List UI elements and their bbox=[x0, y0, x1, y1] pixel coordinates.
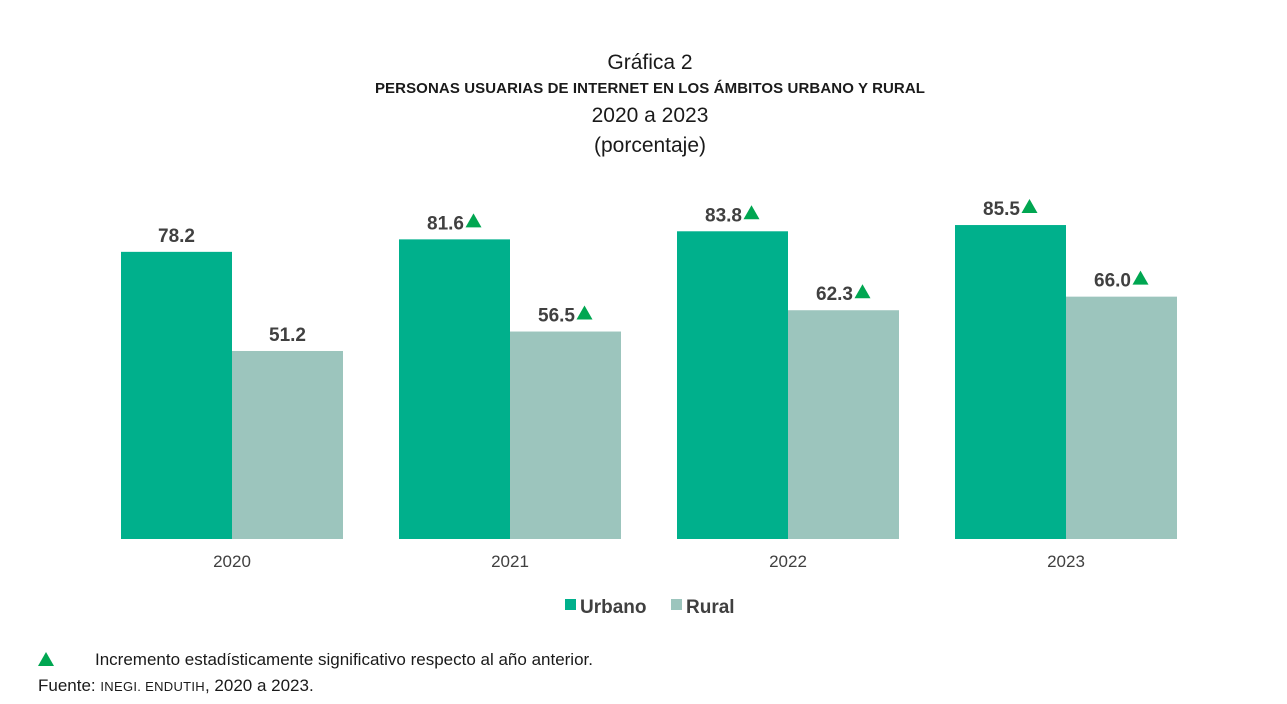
significance-note: Incremento estadísticamente significativ… bbox=[38, 650, 593, 670]
legend-swatch-rural bbox=[671, 599, 682, 610]
chart-unit: (porcentaje) bbox=[593, 134, 707, 157]
bar-urbano-2020 bbox=[121, 251, 232, 539]
increase-triangle-icon bbox=[465, 213, 482, 228]
source-org: INEGI. ENDUTIH bbox=[100, 679, 205, 694]
increase-triangle-icon bbox=[1132, 270, 1149, 285]
x-tick-label-2021: 2021 bbox=[491, 552, 529, 571]
source-prefix: Fuente: bbox=[38, 676, 101, 695]
x-tick-label-2020: 2020 bbox=[213, 552, 251, 571]
significance-note-text: Incremento estadísticamente significativ… bbox=[95, 650, 593, 669]
increase-triangle-icon bbox=[854, 284, 871, 299]
data-label-urbano-2021: 81.6 bbox=[427, 213, 464, 234]
legend-label-rural: Rural bbox=[686, 597, 735, 618]
bar-rural-2023 bbox=[1066, 296, 1177, 539]
data-label-rural-2020: 51.2 bbox=[269, 325, 306, 346]
figure-number: Gráfica 2 bbox=[607, 51, 693, 74]
data-label-urbano-2022: 83.8 bbox=[705, 205, 742, 226]
bar-urbano-2021 bbox=[399, 239, 510, 539]
source-suffix: , 2020 a 2023. bbox=[204, 676, 314, 695]
increase-triangle-icon bbox=[1021, 199, 1038, 214]
bar-rural-2022 bbox=[788, 310, 899, 539]
data-label-rural-2022: 62.3 bbox=[816, 284, 853, 305]
data-label-rural-2023: 66.0 bbox=[1094, 271, 1131, 292]
chart-period: 2020 a 2023 bbox=[591, 104, 709, 127]
legend-swatch-urbano bbox=[565, 599, 576, 610]
data-label-rural-2021: 56.5 bbox=[538, 306, 575, 327]
data-label-urbano-2020: 78.2 bbox=[158, 226, 195, 247]
bar-urbano-2022 bbox=[677, 231, 788, 539]
bar-urbano-2023 bbox=[955, 225, 1066, 539]
increase-triangle-icon bbox=[38, 652, 54, 666]
source-note: Fuente: INEGI. ENDUTIH, 2020 a 2023. bbox=[38, 676, 314, 696]
increase-triangle-icon bbox=[576, 305, 593, 320]
increase-triangle-icon bbox=[743, 205, 760, 220]
bar-rural-2020 bbox=[232, 350, 343, 539]
legend-label-urbano: Urbano bbox=[580, 597, 647, 618]
chart-titles: Gráfica 2 PERSONAS USUARIAS DE INTERNET … bbox=[0, 48, 1287, 161]
chart-title: PERSONAS USUARIAS DE INTERNET EN LOS ÁMB… bbox=[374, 80, 926, 97]
x-tick-label-2023: 2023 bbox=[1047, 552, 1085, 571]
data-label-urbano-2023: 85.5 bbox=[983, 199, 1020, 220]
bar-rural-2021 bbox=[510, 331, 621, 539]
x-tick-label-2022: 2022 bbox=[769, 552, 807, 571]
